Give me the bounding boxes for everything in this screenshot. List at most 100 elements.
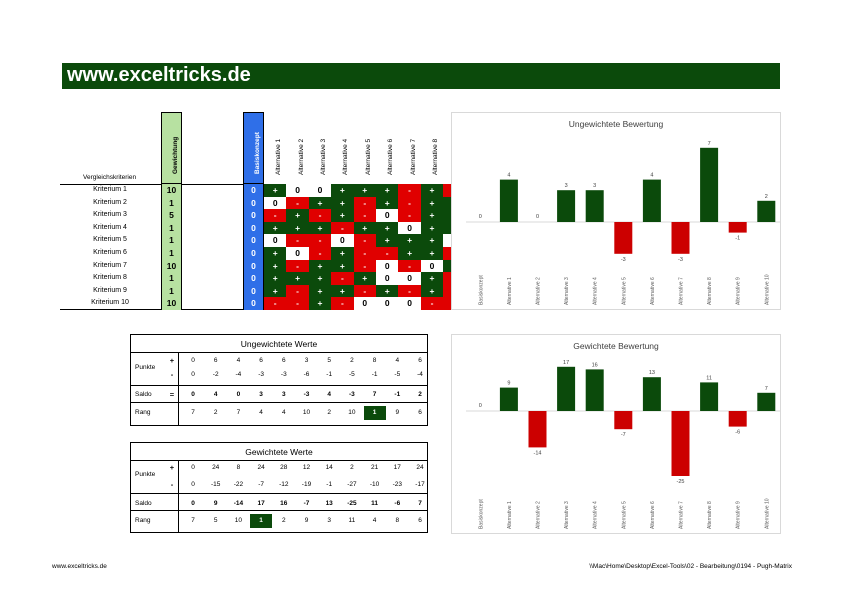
rang-value: 5 — [213, 517, 218, 524]
criterion-label: Kriterium 7 — [93, 261, 127, 269]
rating-cell: + — [286, 209, 309, 222]
minus-value: -27 — [347, 481, 357, 488]
rating-cell: + — [286, 272, 309, 285]
rang-label: Rang — [135, 409, 151, 416]
rating-cell: - — [398, 209, 421, 222]
plus-value: 28 — [280, 464, 288, 471]
bar — [700, 382, 719, 411]
rating-cell: 0 — [376, 209, 399, 222]
weight-cell: 10 — [161, 184, 182, 197]
site-title: www.exceltricks.de — [67, 64, 251, 86]
rang-value: 7 — [191, 409, 195, 416]
rating-cell: + — [376, 184, 399, 197]
data-label: 0 — [479, 403, 482, 409]
rating-cell: - — [353, 284, 376, 298]
basis-cell: 0 — [243, 284, 264, 298]
category-label: Alternative 6 — [650, 277, 656, 305]
category-label: Alternative 6 — [650, 501, 656, 529]
saldo-value: 17 — [257, 500, 265, 507]
footer-right: \\Mac\Home\Desktop\Excel-Tools\02 - Bear… — [589, 563, 792, 570]
saldo-value: -7 — [303, 500, 310, 507]
table-divider — [131, 510, 427, 511]
category-label: Alternative 9 — [736, 277, 742, 305]
data-label: 0 — [479, 214, 482, 220]
rang-value: 4 — [281, 409, 286, 416]
rating-cell: 0 — [264, 234, 287, 247]
rating-cell: + — [308, 284, 332, 298]
weighted-chart: Gewichtete Bewertung 0 Basiskonzept 9 Alter… — [451, 334, 781, 534]
rating-cell: + — [308, 196, 332, 210]
saldo-value: 11 — [371, 500, 379, 507]
data-label: -6 — [735, 430, 740, 436]
rating-cell: + — [376, 234, 399, 247]
rating-cell: - — [286, 297, 309, 310]
basis-cell: 0 — [243, 234, 264, 247]
minus-value: -4 — [417, 371, 423, 378]
rating-cell: + — [420, 209, 444, 222]
rating-cell: + — [264, 221, 287, 235]
alternative-header: Alternative 8 — [421, 112, 443, 184]
data-label: 9 — [507, 381, 510, 387]
rating-cell: + — [376, 196, 399, 210]
plus-value: 8 — [236, 464, 241, 471]
saldo-value: -1 — [394, 391, 401, 398]
rating-cell: 0 — [286, 184, 309, 197]
data-label: -1 — [735, 236, 740, 242]
rang-value: 2 — [281, 517, 286, 524]
criterion-label: Kriterium 8 — [93, 274, 127, 282]
rang-value: 9 — [304, 517, 309, 524]
minus-value: -12 — [279, 481, 289, 488]
bar — [614, 411, 633, 430]
rating-cell: + — [420, 272, 444, 285]
rating-cell: + — [420, 247, 444, 260]
rang-label: Rang — [135, 517, 151, 524]
alternative-header: Alternative 3 — [309, 112, 331, 184]
category-label: Alternative 7 — [679, 277, 685, 305]
rating-cell: - — [353, 247, 376, 260]
rating-cell: + — [264, 259, 287, 273]
alternative-header-label: Alternative 8 — [431, 138, 439, 175]
rang-value: 8 — [395, 517, 400, 524]
plus-value: 24 — [212, 464, 220, 471]
table-divider — [131, 493, 427, 494]
rating-cell: 0 — [264, 196, 287, 210]
plus-value: 6 — [281, 357, 286, 364]
weight-cell: 1 — [161, 196, 182, 210]
rating-cell: 0 — [376, 297, 399, 310]
data-label: 3 — [593, 183, 596, 189]
saldo-value: 7 — [418, 500, 422, 507]
criterion-label: Kriterium 10 — [91, 299, 129, 307]
rating-cell: - — [353, 234, 376, 247]
minus-value: 0 — [191, 371, 195, 378]
table-divider — [131, 352, 427, 353]
bar — [557, 190, 576, 222]
minus-value: -1 — [326, 371, 333, 378]
criterion-label: Kriterium 3 — [93, 211, 127, 219]
minus-value: -17 — [415, 481, 425, 488]
criteria-header: Vergleichskriterien — [83, 174, 137, 181]
alternative-header-label: Alternative 3 — [319, 138, 327, 175]
rating-cell: + — [398, 247, 421, 260]
category-label: Alternative 10 — [764, 274, 770, 305]
unweighted-chart: Ungewichtete Bewertung 0 Basiskonzept 4 Alt… — [451, 112, 781, 310]
weight-cell: 1 — [161, 284, 182, 298]
alternative-header: Alternative 4 — [331, 112, 353, 184]
minus-value: -6 — [303, 371, 310, 378]
plus-value: 2 — [350, 357, 354, 364]
rating-cell: - — [353, 259, 376, 273]
punkte-label: Punkte — [135, 364, 156, 371]
minus-value: -23 — [392, 481, 402, 488]
alternative-header-label: Alternative 5 — [364, 138, 372, 175]
bar — [557, 366, 576, 411]
rating-cell: + — [420, 221, 444, 235]
plus-value: 14 — [325, 464, 333, 471]
rating-cell: 0 — [398, 272, 421, 285]
bar — [671, 222, 690, 254]
rating-cell: - — [398, 196, 421, 210]
data-label: -14 — [534, 450, 542, 456]
category-label: Alternative 8 — [707, 501, 713, 529]
rating-cell: + — [308, 297, 332, 310]
plus-value: 8 — [372, 357, 377, 364]
rating-cell: + — [376, 284, 399, 298]
rating-cell: + — [286, 221, 309, 235]
